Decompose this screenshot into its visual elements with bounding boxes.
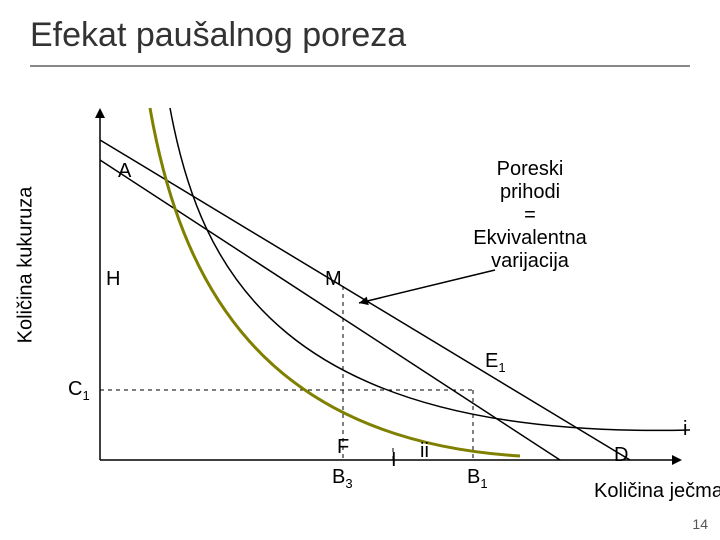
- label-F: F: [337, 436, 349, 459]
- label-E1: E1: [485, 350, 506, 375]
- label-A: A: [118, 160, 131, 183]
- label-H: H: [106, 268, 120, 291]
- anno-l5: varijacija: [440, 250, 620, 273]
- label-i: i: [683, 418, 687, 441]
- label-D: D: [614, 444, 628, 467]
- label-M: M: [325, 268, 342, 291]
- anno-l1: Poreski: [440, 158, 620, 181]
- slide: Efekat paušalnog poreza Količina kukuruz…: [0, 0, 720, 540]
- label-B3: B3: [332, 466, 353, 491]
- anno-l2: prihodi: [440, 181, 620, 204]
- anno-l3: =: [440, 204, 620, 227]
- label-C1: C1: [68, 378, 90, 403]
- annotation-block: Poreski prihodi = Ekvivalentna varijacij…: [440, 158, 620, 273]
- label-I: I: [391, 449, 397, 472]
- anno-l4: Ekvivalentna: [440, 227, 620, 250]
- page-number: 14: [692, 516, 708, 532]
- x-axis-label: Količina ječma: [594, 480, 720, 503]
- label-ii: ii: [420, 440, 429, 463]
- label-B1: B1: [467, 466, 488, 491]
